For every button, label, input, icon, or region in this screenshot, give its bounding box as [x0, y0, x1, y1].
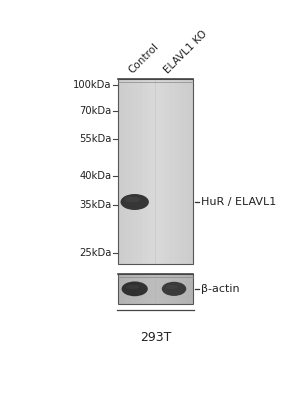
Text: 100kDa: 100kDa [73, 80, 112, 90]
Ellipse shape [125, 197, 140, 202]
Bar [118, 79, 193, 264]
Ellipse shape [126, 285, 139, 289]
Text: β-actin: β-actin [201, 284, 240, 294]
Text: 40kDa: 40kDa [80, 171, 112, 181]
Text: ELAVL1 KO: ELAVL1 KO [162, 29, 209, 76]
Text: 70kDa: 70kDa [80, 106, 112, 116]
Bar [118, 274, 193, 304]
Text: 25kDa: 25kDa [79, 248, 112, 258]
Ellipse shape [122, 282, 148, 296]
Text: Control: Control [127, 42, 160, 76]
Text: 293T: 293T [140, 331, 171, 344]
Text: 55kDa: 55kDa [79, 134, 112, 144]
Ellipse shape [120, 194, 149, 210]
Text: HuR / ELAVL1: HuR / ELAVL1 [201, 197, 277, 207]
Ellipse shape [162, 282, 186, 296]
Text: 35kDa: 35kDa [80, 200, 112, 210]
Ellipse shape [166, 285, 178, 289]
